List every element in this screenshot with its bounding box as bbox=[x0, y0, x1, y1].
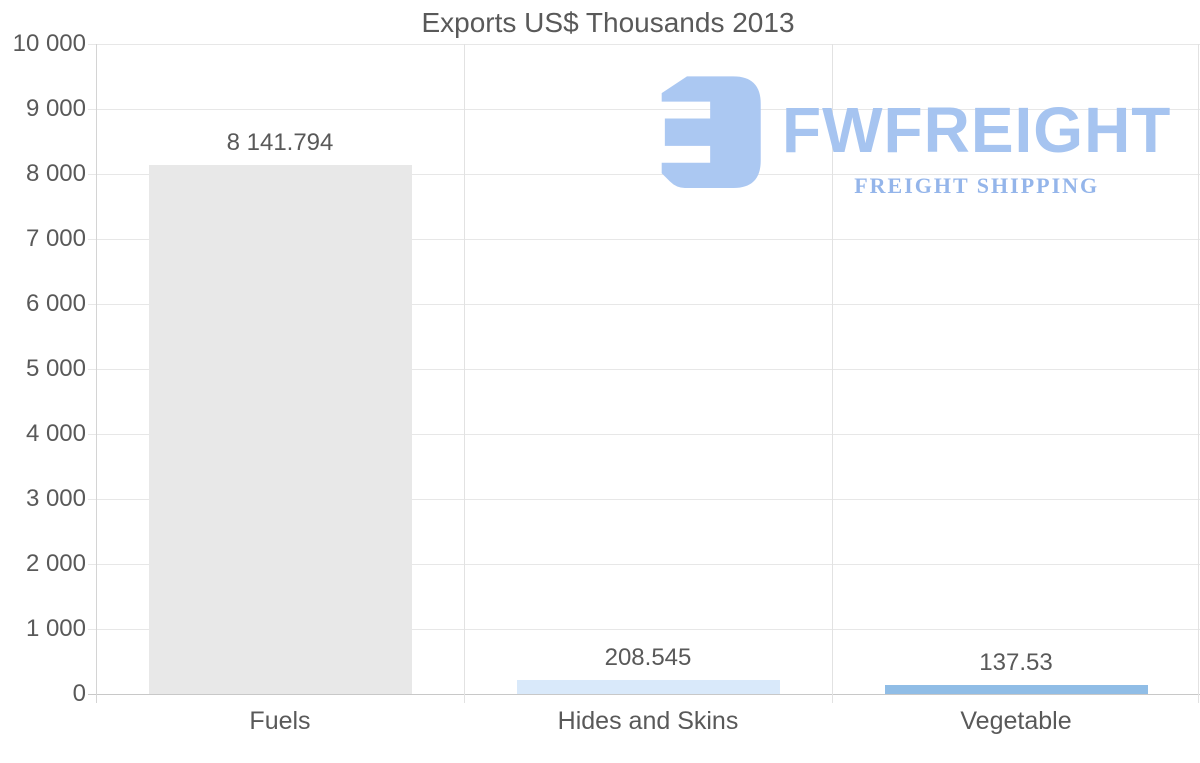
gridline bbox=[88, 433, 1200, 435]
category-label: Fuels bbox=[249, 707, 311, 735]
gridline bbox=[88, 563, 1200, 565]
bar-vegetable bbox=[884, 685, 1148, 694]
watermark-tagline-text: FREIGHT SHIPPING bbox=[854, 173, 1100, 198]
y-axis-tick-label: 8 000 bbox=[25, 160, 86, 187]
gridline bbox=[88, 498, 1200, 500]
y-axis-tick-label: 1 000 bbox=[25, 615, 86, 642]
category-separator-line bbox=[464, 44, 465, 703]
category-separator-line bbox=[832, 44, 833, 703]
bar-hides-and-skins bbox=[516, 680, 780, 694]
gridline bbox=[88, 173, 1200, 175]
y-axis-tick-label: 0 bbox=[72, 680, 86, 707]
fwfreight-logo-icon bbox=[661, 76, 761, 188]
bar-value-label: 8 141.794 bbox=[226, 128, 334, 156]
bar-value-label: 137.53 bbox=[979, 649, 1053, 677]
y-axis-tick-label: 7 000 bbox=[25, 225, 86, 252]
category-separator-line bbox=[1198, 44, 1199, 703]
y-axis-tick-label: 3 000 bbox=[25, 485, 86, 512]
y-axis-tick-label: 4 000 bbox=[25, 420, 86, 447]
category-label: Hides and Skins bbox=[557, 707, 739, 735]
watermark-brand-text: FWFREIGHT bbox=[782, 94, 1172, 166]
y-axis-line bbox=[96, 44, 97, 703]
chart-title: Exports US$ Thousands 2013 bbox=[421, 7, 795, 38]
gridline bbox=[88, 43, 1200, 45]
gridline bbox=[88, 238, 1200, 240]
y-axis-tick-label: 2 000 bbox=[25, 550, 86, 577]
gridline bbox=[88, 108, 1200, 110]
gridline bbox=[88, 303, 1200, 305]
gridline bbox=[88, 368, 1200, 370]
y-axis-tick-label: 10 000 bbox=[12, 30, 86, 57]
bar-value-label: 208.545 bbox=[604, 644, 692, 672]
watermark-text-block: FWFREIGHT FREIGHT SHIPPING bbox=[782, 70, 1171, 199]
bar-fuels bbox=[148, 164, 412, 694]
y-axis-tick-label: 9 000 bbox=[25, 95, 86, 122]
watermark: FWFREIGHT FREIGHT SHIPPING bbox=[648, 70, 1171, 199]
category-label: Vegetable bbox=[960, 707, 1072, 735]
gridline bbox=[88, 628, 1200, 630]
y-axis-tick-label: 5 000 bbox=[25, 355, 86, 382]
y-axis-tick-label: 6 000 bbox=[25, 290, 86, 317]
baseline-gridline bbox=[88, 693, 1200, 695]
